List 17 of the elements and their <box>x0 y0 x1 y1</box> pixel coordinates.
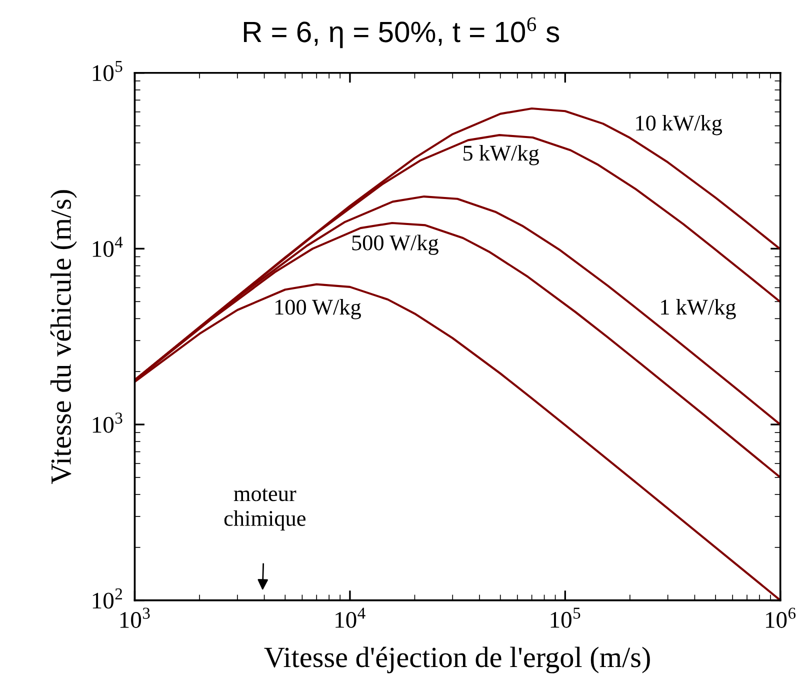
series-label: 500 W/kg <box>352 234 438 255</box>
x-tick-label: 10$^{6}$ <box>766 608 796 628</box>
series-label: 5 kW/kg <box>464 145 539 166</box>
annotation: moteur chimique <box>224 488 306 530</box>
y-axis-title: Vitesse du véhicule (m/s) <box>50 190 77 484</box>
y-tick-label: 10$^{5}$ <box>92 60 122 82</box>
x-tick-label: 10$^{4}$ <box>336 608 366 628</box>
x-tick-label: 10$^{5}$ <box>550 608 580 628</box>
series-label: 1 kW/kg <box>661 299 736 320</box>
series-label: 10 kW/kg <box>636 114 722 136</box>
y-tick-label: 10$^{4}$ <box>92 236 123 257</box>
x-axis-title: Vitesse d'éjection de l'ergol (m/s) <box>264 646 650 674</box>
chart-title: R = 6, η = 50%, t = 10$^{6}$ s <box>244 17 560 48</box>
y-tick-label: 10$^{3}$ <box>92 412 122 433</box>
y-tick-label: 10$^{2}$ <box>92 588 122 609</box>
x-tick-label: 10$^{3}$ <box>120 608 150 628</box>
series-label: 100 W/kg <box>275 299 361 320</box>
